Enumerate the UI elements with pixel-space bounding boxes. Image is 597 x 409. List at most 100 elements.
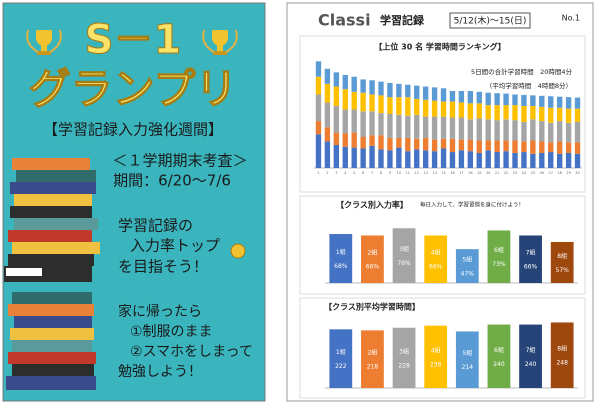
dates: 5/12(木)～15(日) bbox=[454, 15, 527, 27]
bar bbox=[361, 330, 384, 388]
bar-segment bbox=[467, 151, 474, 168]
bar-segment bbox=[574, 108, 581, 122]
bar-segment bbox=[476, 140, 482, 153]
bar-segment bbox=[422, 137, 429, 151]
bar-segment bbox=[449, 117, 456, 139]
bar-segment bbox=[449, 152, 456, 168]
bar-segment bbox=[476, 118, 482, 141]
bar-segment bbox=[396, 114, 402, 138]
bar-segment bbox=[315, 61, 322, 77]
bar-category: 7組 bbox=[526, 346, 536, 354]
value-label: 236 bbox=[430, 361, 442, 368]
bar-segment bbox=[315, 94, 322, 122]
bar-segment bbox=[315, 121, 322, 135]
bar-segment bbox=[414, 138, 420, 150]
bar-segment bbox=[440, 148, 447, 168]
bar-segment bbox=[548, 107, 554, 123]
x-tick-label: 29 bbox=[566, 171, 570, 175]
bar-segment bbox=[485, 140, 491, 151]
bar-segment bbox=[324, 83, 331, 103]
bar-segment bbox=[521, 141, 527, 153]
bar-segment bbox=[485, 92, 491, 106]
bar-segment bbox=[369, 135, 375, 146]
bar-segment bbox=[458, 150, 465, 168]
bar-segment bbox=[422, 99, 429, 117]
title-bg bbox=[362, 41, 518, 53]
x-tick-label: 12 bbox=[414, 171, 418, 175]
bar-segment bbox=[458, 90, 465, 103]
value-label: 218 bbox=[367, 364, 379, 371]
value-label: 76% bbox=[397, 260, 411, 267]
bar bbox=[361, 235, 384, 283]
bar-segment bbox=[414, 98, 420, 115]
value-label: 240 bbox=[525, 361, 537, 368]
bar-segment bbox=[396, 147, 402, 168]
bar-segment bbox=[360, 111, 366, 137]
bar-category: 3組 bbox=[399, 347, 409, 355]
bar-segment bbox=[422, 116, 429, 138]
bar-segment bbox=[405, 137, 411, 152]
bar-segment bbox=[440, 88, 447, 102]
bar-segment bbox=[405, 151, 411, 168]
bar-segment bbox=[387, 82, 393, 98]
bar-segment bbox=[396, 97, 402, 115]
bar-segment bbox=[556, 153, 563, 168]
bar-segment bbox=[396, 83, 402, 98]
bar-segment bbox=[351, 147, 357, 168]
bar-segment bbox=[387, 150, 393, 168]
trophy-right bbox=[202, 29, 238, 55]
bar-segment bbox=[378, 95, 384, 114]
bar-segment bbox=[360, 137, 366, 149]
x-tick-label: 15 bbox=[441, 171, 445, 175]
bar-segment bbox=[521, 152, 527, 168]
bar-segment bbox=[422, 86, 429, 100]
value-label: 240 bbox=[493, 361, 505, 368]
value-label: 222 bbox=[335, 363, 347, 370]
bar-segment bbox=[387, 97, 393, 114]
bar bbox=[424, 325, 448, 388]
book-stack bbox=[6, 292, 96, 390]
bar-category: 8組 bbox=[557, 345, 567, 353]
goal-line: を目指そう！ bbox=[118, 258, 208, 276]
bar-segment bbox=[324, 141, 331, 168]
bar-segment bbox=[360, 92, 366, 112]
bar-segment bbox=[369, 94, 375, 112]
bar-segment bbox=[556, 96, 563, 108]
x-tick-label: 5 bbox=[353, 171, 355, 175]
x-tick-label: 16 bbox=[450, 171, 454, 175]
bar bbox=[519, 235, 542, 283]
x-tick-label: 20 bbox=[486, 171, 490, 175]
bar-segment bbox=[414, 85, 420, 99]
x-tick-label: 24 bbox=[522, 171, 527, 175]
bar-category: 6組 bbox=[494, 346, 504, 354]
bar-segment bbox=[360, 148, 366, 168]
advice-line: ①制服のまま bbox=[130, 324, 213, 340]
bar-segment bbox=[431, 87, 438, 101]
bar-segment bbox=[539, 106, 545, 122]
bar-segment bbox=[342, 89, 348, 110]
bar-category: 1組 bbox=[336, 248, 346, 256]
x-tick-label: 8 bbox=[380, 171, 382, 175]
value-label: 66% bbox=[366, 264, 380, 271]
bar-segment bbox=[539, 121, 545, 142]
bar-segment bbox=[565, 108, 572, 123]
bar-segment bbox=[548, 152, 554, 168]
bar-segment bbox=[539, 141, 545, 153]
bar-segment bbox=[422, 150, 429, 168]
bar-segment bbox=[342, 75, 348, 90]
bar bbox=[487, 230, 511, 283]
bar-segment bbox=[565, 122, 572, 143]
bar-segment bbox=[369, 80, 375, 95]
bar-segment bbox=[476, 152, 482, 168]
annotation-bg bbox=[450, 67, 576, 77]
annotation: 5日間の合計学習時間 20時間4分 bbox=[471, 67, 573, 76]
bar-segment bbox=[351, 76, 357, 92]
x-tick-label: 14 bbox=[432, 171, 437, 175]
bar-segment bbox=[485, 119, 491, 141]
bar-segment bbox=[431, 116, 438, 140]
bar-segment bbox=[378, 113, 384, 136]
x-tick-label: 27 bbox=[548, 171, 552, 175]
bar-segment bbox=[431, 100, 438, 117]
bar-segment bbox=[574, 97, 581, 109]
